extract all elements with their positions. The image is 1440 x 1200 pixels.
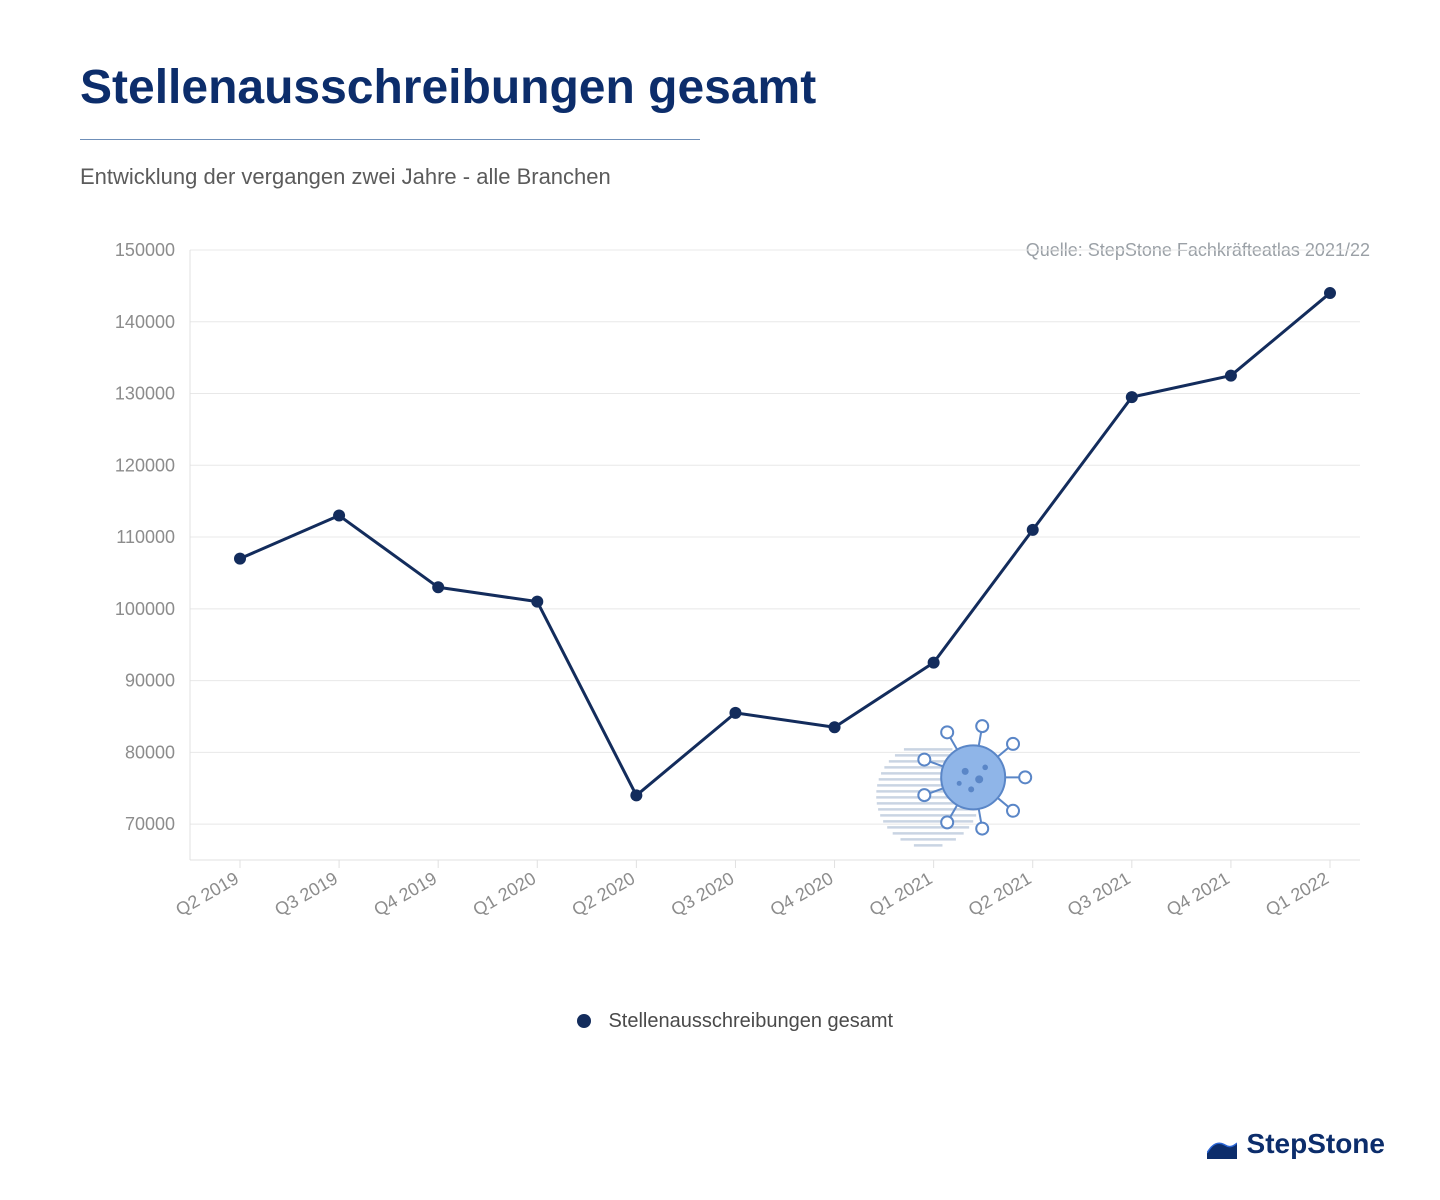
x-tick-label: Q2 2021	[965, 868, 1035, 920]
data-point	[1027, 524, 1039, 536]
y-tick-label: 90000	[125, 671, 175, 691]
brand-logo: StepStone	[1207, 1128, 1385, 1160]
x-tick-label: Q1 2020	[469, 868, 539, 920]
legend-marker-icon	[577, 1014, 591, 1028]
x-tick-label: Q4 2019	[370, 868, 440, 920]
data-point	[928, 657, 940, 669]
virus-icon	[918, 720, 1031, 834]
x-tick-label: Q2 2019	[172, 868, 242, 920]
page-title: Stellenausschreibungen gesamt	[80, 60, 1390, 115]
legend: Stellenausschreibungen gesamt	[80, 1010, 1390, 1033]
x-tick-label: Q1 2021	[866, 868, 936, 920]
y-tick-label: 110000	[116, 527, 175, 547]
y-tick-label: 150000	[115, 240, 175, 260]
page-subtitle: Entwicklung der vergangen zwei Jahre - a…	[80, 164, 1390, 190]
data-point	[729, 707, 741, 719]
data-point	[1324, 287, 1336, 299]
title-divider	[80, 139, 700, 140]
legend-label: Stellenausschreibungen gesamt	[608, 1010, 893, 1032]
page: Stellenausschreibungen gesamt Entwicklun…	[0, 0, 1440, 1200]
x-tick-label: Q2 2020	[569, 868, 639, 920]
series-line	[240, 293, 1330, 795]
y-tick-label: 100000	[115, 599, 175, 619]
x-tick-label: Q4 2020	[767, 868, 837, 920]
data-point	[1225, 370, 1237, 382]
x-tick-label: Q3 2019	[271, 868, 341, 920]
y-tick-label: 120000	[115, 455, 175, 475]
y-tick-label: 130000	[115, 384, 175, 404]
x-tick-label: Q1 2022	[1262, 868, 1332, 920]
data-point	[333, 510, 345, 522]
data-point	[630, 789, 642, 801]
x-tick-label: Q3 2020	[668, 868, 738, 920]
stepstone-icon	[1207, 1129, 1237, 1159]
y-tick-label: 70000	[125, 814, 175, 834]
line-chart: 70000 80000 90000 100000 110000 120000 130000 1…	[80, 230, 1380, 980]
y-tick-label: 140000	[115, 312, 175, 332]
brand-name: StepStone	[1247, 1128, 1385, 1160]
data-point	[432, 581, 444, 593]
data-point	[531, 596, 543, 608]
data-point	[829, 721, 841, 733]
data-point	[234, 553, 246, 565]
x-tick-label: Q4 2021	[1163, 868, 1233, 920]
x-tick-label: Q3 2021	[1064, 868, 1134, 920]
chart-svg: 70000 80000 90000 100000 110000 120000 130000 1…	[80, 230, 1380, 980]
y-tick-label: 80000	[125, 742, 175, 762]
data-point	[1126, 391, 1138, 403]
